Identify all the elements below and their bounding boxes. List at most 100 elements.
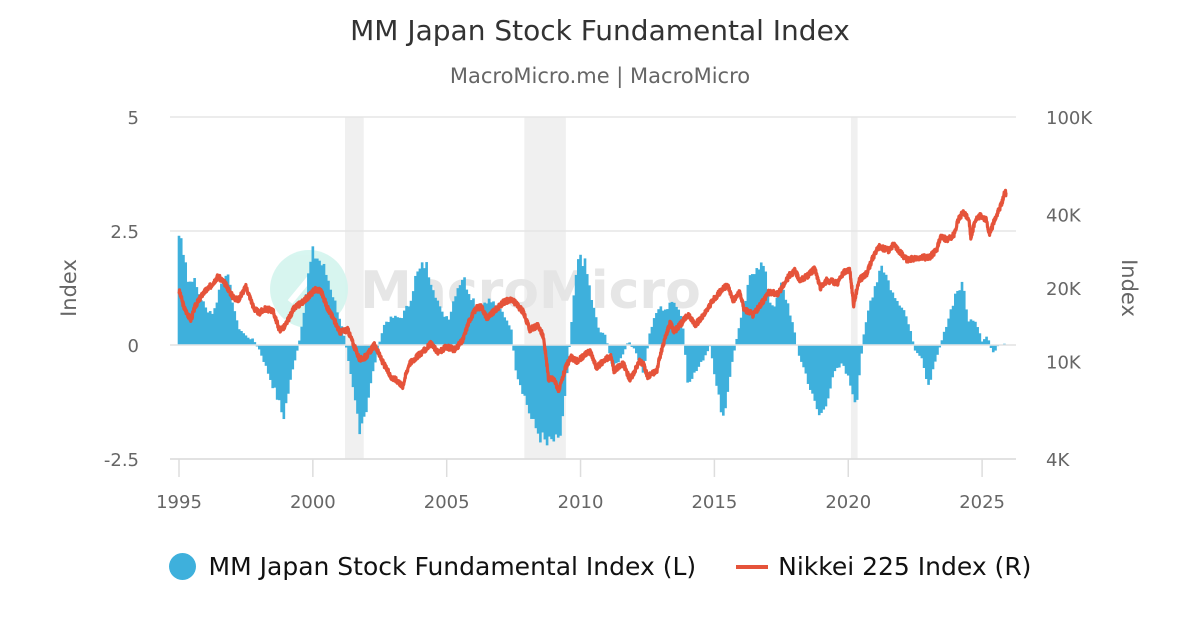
bar [784, 299, 788, 345]
bar [184, 262, 188, 345]
bar [773, 306, 776, 345]
bar [884, 274, 888, 345]
bar [318, 260, 321, 345]
bar [840, 345, 843, 364]
bar [349, 345, 353, 374]
bar [942, 331, 946, 345]
x-tick-label: 2000 [290, 492, 336, 513]
bar [246, 337, 250, 345]
legend-item-nikkei-225[interactable]: Nikkei 225 Index (R) [736, 552, 1031, 581]
bar [452, 301, 455, 345]
bar [706, 345, 710, 352]
bar [873, 286, 877, 345]
bar [989, 345, 993, 348]
bar [817, 345, 821, 416]
bar [266, 345, 270, 374]
bar [530, 345, 533, 419]
bar [684, 345, 687, 355]
bar [880, 265, 884, 345]
bar [813, 345, 817, 401]
bar [340, 326, 344, 345]
bar [719, 345, 723, 413]
bar [202, 301, 205, 345]
bar [505, 320, 509, 345]
bar [896, 300, 899, 345]
bar [940, 340, 944, 345]
bar [514, 345, 518, 371]
bar [931, 345, 935, 370]
bar [380, 333, 384, 345]
x-tick-label: 2015 [691, 492, 737, 513]
bar [744, 300, 747, 345]
bar [585, 274, 589, 345]
bar [724, 345, 727, 409]
bar [389, 316, 393, 345]
bar [925, 345, 928, 380]
nikkei-225-line [177, 188, 1008, 394]
bar [445, 316, 449, 345]
bar [603, 334, 607, 345]
bar [235, 320, 239, 345]
bar [980, 341, 984, 345]
bar [608, 345, 611, 354]
bar [867, 310, 870, 345]
bar [936, 345, 939, 355]
bar [353, 345, 357, 401]
bar [362, 345, 366, 417]
legend-item-fundamental-index[interactable]: MM Japan Stock Fundamental Index (L) [168, 552, 697, 581]
bar [844, 345, 848, 374]
bar [313, 258, 317, 345]
bar [657, 309, 660, 345]
bar [483, 302, 486, 345]
y-axis-left: -2.5 0 2.5 5 [104, 108, 139, 471]
bar [487, 298, 491, 345]
bar [568, 345, 571, 348]
bar [351, 345, 355, 388]
bar [496, 304, 500, 345]
bar [699, 345, 703, 362]
bar [423, 268, 426, 345]
x-tick-label: 2020 [825, 492, 871, 513]
bar [282, 345, 286, 420]
bar [237, 329, 241, 345]
y-right-tick-label: 20K [1046, 279, 1082, 300]
bar [938, 345, 942, 348]
bar [969, 319, 973, 345]
bar [521, 345, 524, 394]
bar [641, 345, 645, 373]
x-tick-label: 1995 [156, 492, 202, 513]
bar [728, 345, 732, 377]
legend-label: MM Japan Stock Fundamental Index (L) [208, 552, 697, 581]
bar [532, 345, 536, 419]
bar [681, 328, 685, 345]
bar [458, 285, 462, 345]
bar [420, 262, 424, 345]
bar [358, 345, 362, 435]
bar [916, 345, 919, 354]
bar [766, 291, 770, 345]
bar [909, 331, 913, 345]
bar [228, 284, 232, 345]
bar [224, 275, 228, 345]
bar [208, 311, 212, 345]
bar [411, 291, 415, 345]
bar [360, 345, 364, 424]
bar [427, 277, 431, 345]
bar [461, 279, 464, 345]
bar [733, 345, 736, 351]
bar [648, 333, 652, 345]
bar [891, 292, 895, 345]
bar [545, 345, 549, 446]
bar [809, 345, 812, 390]
x-axis: 1995 2000 2005 2010 2015 2020 2025 [156, 458, 1016, 513]
bar [541, 345, 544, 433]
bar [878, 270, 881, 345]
x-tick-label: 2025 [959, 492, 1005, 513]
bar [739, 317, 743, 345]
bar [463, 277, 466, 345]
bar [637, 345, 640, 361]
bar [264, 345, 268, 366]
bar [289, 345, 292, 380]
bar [686, 345, 689, 383]
